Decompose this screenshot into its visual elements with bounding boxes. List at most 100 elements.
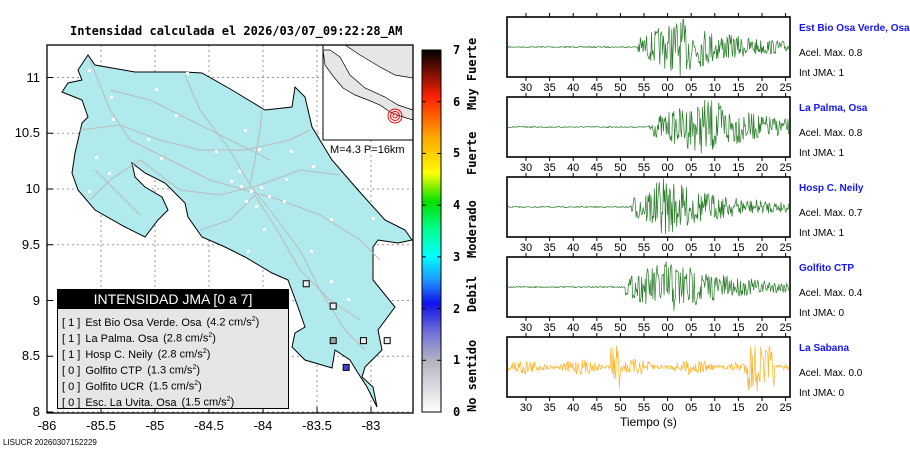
legend-station-name: Est Bio Osa Verde. Osa (85, 316, 202, 329)
time-tick-label: 55 (637, 242, 651, 254)
time-tick-label: 05 (685, 162, 698, 174)
legend-unit-exponent: 2 (251, 316, 256, 323)
time-tick-label: 05 (685, 322, 698, 334)
time-tick-label: 20 (755, 402, 769, 414)
time-tick-label: 15 (732, 162, 745, 174)
legend-unit-exponent: 2 (202, 348, 207, 355)
waveform-trace (507, 261, 790, 311)
waveform-trace (507, 18, 790, 76)
legend-paren: ) (230, 396, 235, 409)
colorbar-tick-label: 7 (453, 43, 461, 57)
colorbar-tick-label: 3 (453, 249, 461, 264)
colorbar-tick-label: 5 (453, 146, 461, 161)
time-tick-label: 35 (543, 322, 556, 334)
time-tick-label: 10 (708, 322, 721, 334)
legend-entry: [ 1 ] Est Bio Osa Verde. Osa (4.2 cm/s2) (58, 312, 288, 329)
time-tick-label: 15 (732, 322, 745, 334)
time-tick-label: 45 (590, 322, 603, 334)
max-acceleration-label: Acel. Max. 0.7 (799, 208, 863, 219)
y-tick-label: 8.5 (21, 348, 40, 364)
legend-intensity: [ 0 ] (62, 364, 81, 377)
time-tick-label: 55 (637, 82, 651, 94)
colorbar-tick-label: 0 (453, 405, 461, 419)
map-frame (46, 44, 414, 414)
legend-acceleration: (2.8 cm/s (157, 348, 203, 361)
y-tick-label: 10.5 (14, 125, 40, 141)
time-tick-label: 00 (661, 82, 674, 94)
time-tick-label: 30 (519, 162, 533, 174)
trace-panel (506, 336, 791, 398)
time-tick-label: 55 (637, 322, 651, 334)
time-tick-label: 10 (708, 242, 721, 254)
time-tick-label: 00 (661, 162, 674, 174)
legend-intensity: [ 1 ] (62, 348, 81, 361)
costa-rica-land (61, 54, 413, 408)
time-tick-label: 00 (661, 242, 674, 254)
legend-unit-exponent: 2 (208, 332, 213, 339)
legend-acceleration: (1.5 cm/s (181, 396, 227, 409)
time-tick-label: 25 (779, 162, 792, 174)
trace-panel (506, 96, 791, 158)
time-tick-label: 45 (590, 242, 603, 254)
time-tick-label: 20 (755, 162, 769, 174)
x-tick-label: -86 (37, 418, 57, 433)
map-ticks (46, 77, 372, 413)
inset-land-north (344, 45, 413, 79)
legend-intensity: [ 1 ] (62, 332, 81, 345)
x-tick-label: -83.5 (302, 418, 332, 433)
legend-paren: ) (255, 316, 260, 329)
legend-paren: ) (206, 348, 211, 361)
station-name-label: La Sabana (799, 343, 850, 354)
legend-station-name: La Palma. Osa (85, 332, 159, 345)
intensity-colorbar (421, 49, 442, 413)
max-acceleration-label: Acel. Max. 0.8 (799, 128, 863, 139)
time-tick-label: 15 (732, 242, 745, 254)
time-tick-label: 15 (732, 82, 745, 94)
y-tick-label: 9 (32, 292, 40, 308)
legend-intensity: [ 1 ] (62, 316, 81, 329)
epicenter-icon (387, 108, 403, 124)
time-tick-label: 25 (779, 402, 792, 414)
time-tick-label: 30 (519, 322, 533, 334)
time-tick-label: 55 (637, 402, 651, 414)
seismograms (506, 13, 791, 401)
time-tick-label: 55 (637, 162, 651, 174)
time-tick-label: 00 (661, 402, 674, 414)
y-tick-label: 10 (25, 181, 40, 196)
time-tick-label: 40 (567, 162, 580, 174)
map-title: Intensidad calculada el 2026/03/07_09:22… (70, 24, 403, 38)
station-marker (329, 302, 337, 310)
time-tick-label: 45 (590, 402, 603, 414)
time-tick-label: 45 (590, 82, 603, 94)
x-tick-label: -84 (253, 418, 273, 433)
waveform-trace (508, 178, 790, 235)
legend-station-name: Esc. La Uvita. Osa (85, 396, 177, 409)
time-axis-label: Tiempo (s) (620, 415, 677, 429)
legend-intensity: [ 0 ] (62, 380, 81, 393)
max-acceleration-label: Acel. Max. 0.0 (799, 368, 863, 379)
legend-acceleration: (1.5 cm/s (149, 380, 195, 393)
waveform-trace (507, 99, 790, 154)
roads (79, 59, 381, 351)
legend-unit-exponent: 2 (192, 364, 197, 371)
colorbar-tick-label: 6 (453, 94, 461, 109)
inset-magnitude-label: M=4.3 P=16km (330, 144, 405, 156)
time-tick-label: 15 (732, 402, 745, 414)
legend-acceleration: (2.8 cm/s (163, 332, 209, 345)
legend-entry: [ 0 ] Golfito UCR (1.5 cm/s2) (58, 376, 288, 393)
legend-paren: ) (196, 364, 201, 377)
time-tick-label: 50 (614, 242, 627, 254)
y-tick-label: 8 (32, 404, 40, 419)
x-tick-label: -85.5 (86, 418, 116, 433)
time-tick-label: 40 (567, 322, 580, 334)
time-tick-label: 20 (755, 242, 769, 254)
time-tick-label: 25 (779, 322, 792, 334)
station-name-label: Est Bio Osa Verde, Osa (799, 23, 910, 34)
time-tick-label: 05 (685, 242, 698, 254)
legend-unit-exponent: 2 (194, 380, 199, 387)
time-tick-label: 05 (685, 82, 698, 94)
time-tick-label: 35 (543, 162, 556, 174)
station-marker (329, 337, 337, 345)
time-tick-label: 30 (519, 82, 533, 94)
